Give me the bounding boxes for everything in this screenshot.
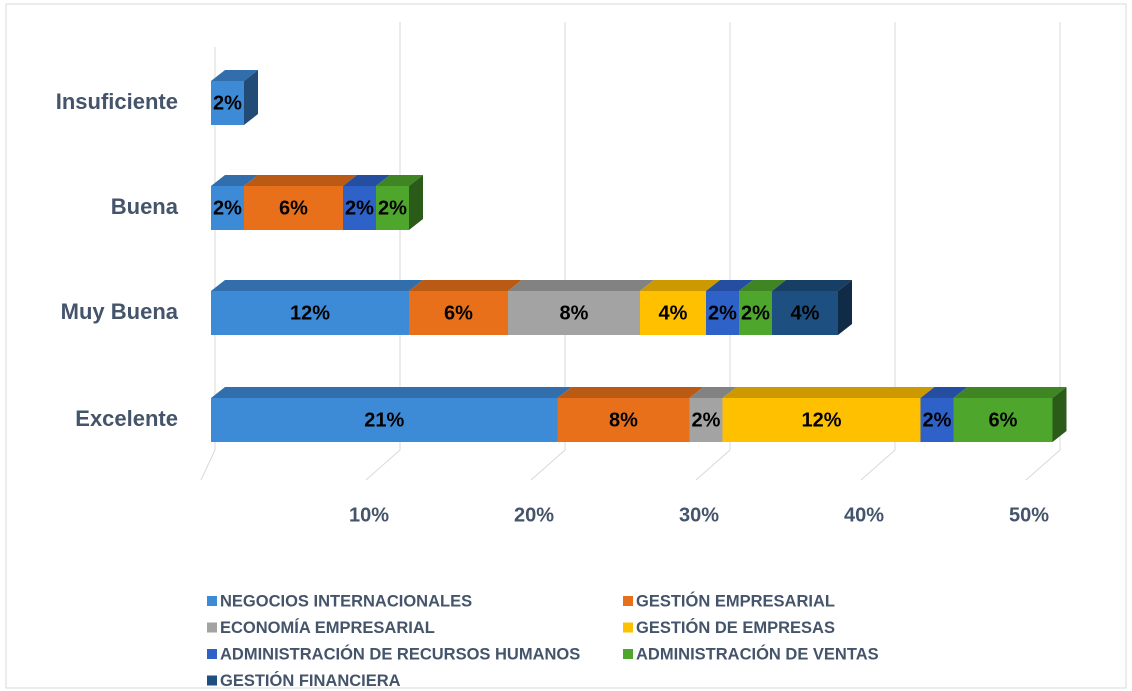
value-label: 4% (791, 302, 820, 324)
bar-top (706, 280, 753, 291)
bar-top (343, 175, 390, 186)
x-tick-label: 20% (514, 504, 554, 526)
legend-swatch (623, 649, 633, 659)
legend-label: GESTIÓN DE EMPRESAS (636, 618, 835, 637)
bar-top (920, 387, 968, 398)
value-label: 12% (801, 409, 841, 431)
legend-swatch (207, 675, 217, 686)
bar-side (838, 280, 852, 335)
value-label: 21% (364, 409, 404, 431)
legend-swatch (207, 649, 217, 659)
bar (920, 398, 954, 442)
category-label: Muy Buena (61, 299, 179, 324)
value-label: 2% (345, 197, 374, 219)
bar (409, 291, 508, 335)
legend-label: GESTIÓN FINANCIERA (220, 671, 401, 690)
category-label: Buena (111, 194, 179, 219)
legend-swatch (207, 596, 217, 606)
bar (953, 398, 1053, 442)
bar-side (409, 175, 423, 230)
value-label: 2% (213, 197, 242, 219)
value-label: 8% (609, 409, 638, 431)
bar-side (244, 70, 258, 125)
grid-line (695, 22, 731, 481)
grid-line (530, 22, 566, 481)
value-label: 2% (692, 409, 721, 431)
grid-line (365, 22, 401, 481)
value-label: 6% (989, 409, 1018, 431)
value-label: 2% (741, 302, 770, 324)
bar-top (244, 175, 357, 186)
bar-top (211, 175, 258, 186)
legend-label: ECONOMÍA EMPRESARIAL (220, 618, 435, 637)
bar-top (211, 280, 423, 291)
bar (706, 291, 739, 335)
bar (739, 291, 772, 335)
bar-top (640, 280, 720, 291)
bar-side (1052, 387, 1067, 442)
value-label: 6% (279, 197, 308, 219)
legend-swatch (207, 622, 217, 633)
bar-top (211, 387, 572, 398)
grid-line (860, 22, 896, 481)
wall-line (200, 47, 216, 481)
bar-top (772, 280, 852, 291)
legend-swatch (623, 596, 633, 606)
x-tick-label: 30% (679, 504, 719, 526)
value-label: 12% (290, 302, 330, 324)
bar (211, 81, 244, 125)
chart-frame (5, 3, 1127, 689)
legend-label: GESTIÓN EMPRESARIAL (636, 591, 835, 610)
bar-top (508, 280, 654, 291)
x-tick-label: 40% (844, 504, 884, 526)
x-tick-label: 50% (1009, 504, 1049, 526)
bar (211, 291, 409, 335)
value-label: 4% (659, 302, 688, 324)
bar (211, 398, 558, 442)
bar-top (689, 387, 737, 398)
category-label: Excelente (75, 406, 178, 431)
bar (244, 186, 343, 230)
bar (376, 186, 409, 230)
value-label: 2% (378, 197, 407, 219)
bar-top (557, 387, 704, 398)
legend-swatch (623, 622, 633, 633)
bar-top (739, 280, 786, 291)
category-label: Insuficiente (56, 89, 178, 114)
value-label: 6% (444, 302, 473, 324)
value-label: 2% (213, 92, 242, 114)
bar-top (211, 70, 258, 81)
value-label: 2% (708, 302, 737, 324)
bar-top (722, 387, 935, 398)
legend-label: NEGOCIOS INTERNACIONALES (220, 592, 472, 610)
bar-top (409, 280, 522, 291)
bar-top (376, 175, 423, 186)
bar (722, 398, 921, 442)
bar (343, 186, 376, 230)
grid-line (1025, 22, 1061, 481)
bar (772, 291, 838, 335)
x-tick-label: 10% (349, 504, 389, 526)
legend-label: ADMINISTRACIÓN DE RECURSOS HUMANOS (220, 644, 580, 663)
bar-top (953, 387, 1067, 398)
legend-label: ADMINISTRACIÓN DE VENTAS (636, 644, 879, 663)
bar (508, 291, 640, 335)
bar (689, 398, 723, 442)
bar (640, 291, 706, 335)
bar (211, 186, 244, 230)
bar (557, 398, 690, 442)
value-label: 8% (560, 302, 589, 324)
value-label: 2% (923, 409, 952, 431)
